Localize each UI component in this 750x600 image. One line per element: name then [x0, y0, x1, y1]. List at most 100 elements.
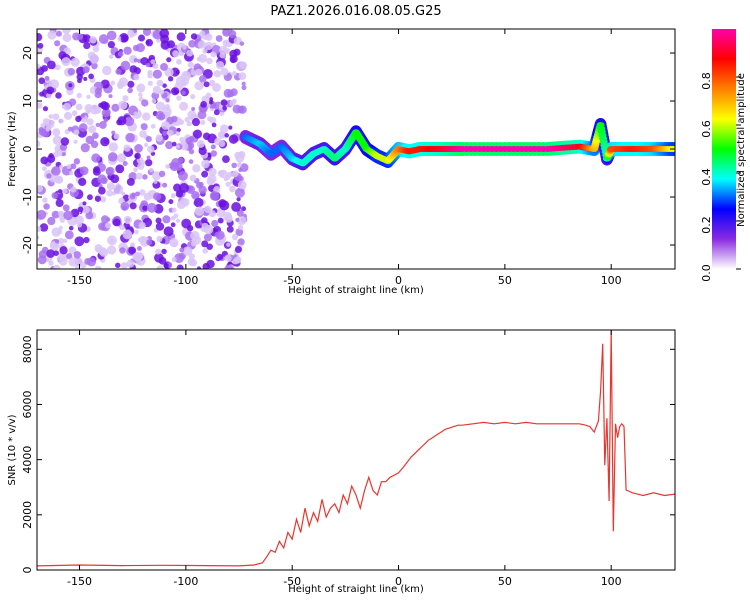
noise-speckle: [218, 140, 226, 147]
noise-speckle: [228, 134, 239, 144]
noise-speckle: [162, 182, 168, 188]
noise-speckle: [152, 69, 162, 79]
noise-speckle: [107, 152, 118, 162]
noise-speckle: [206, 57, 213, 65]
noise-speckle: [171, 207, 177, 213]
noise-speckle: [112, 218, 121, 227]
noise-speckle: [76, 92, 82, 99]
noise-speckle: [145, 62, 151, 68]
noise-speckle: [229, 99, 236, 107]
noise-speckle: [108, 142, 119, 152]
noise-speckle: [69, 170, 74, 176]
noise-speckle: [156, 38, 161, 43]
y-tick-label: -20: [21, 236, 34, 254]
y-tick-label: 10: [21, 94, 34, 108]
noise-speckle: [91, 62, 98, 70]
noise-speckle: [139, 189, 146, 196]
x-tick-label: -150: [67, 575, 92, 588]
noise-speckle: [52, 135, 63, 146]
noise-speckle: [136, 83, 146, 93]
noise-speckle: [132, 251, 143, 262]
noise-speckle: [171, 257, 177, 263]
noise-speckle: [142, 112, 151, 121]
noise-speckle: [208, 167, 217, 177]
noise-speckle: [62, 29, 71, 35]
noise-speckle: [51, 210, 60, 219]
noise-speckle: [133, 167, 138, 173]
noise-speckle: [193, 197, 204, 208]
noise-speckle: [219, 200, 230, 211]
noise-speckle: [61, 152, 66, 157]
noise-speckle: [188, 159, 194, 164]
noise-speckle: [239, 61, 247, 70]
noise-speckle: [37, 102, 43, 109]
noise-speckle: [115, 68, 122, 75]
noise-speckle: [84, 104, 93, 113]
noise-speckle: [199, 30, 206, 37]
x-tick-label: -100: [173, 575, 198, 588]
noise-speckle: [44, 75, 50, 81]
noise-speckle: [168, 199, 174, 205]
noise-speckle: [208, 99, 214, 105]
noise-speckle: [71, 110, 78, 117]
noise-speckle: [89, 36, 97, 44]
noise-speckle: [201, 217, 208, 224]
noise-speckle: [205, 92, 212, 99]
noise-speckle: [231, 71, 237, 76]
colorbar-tick-label: 0.6: [700, 120, 713, 138]
snr-x-ticks: -150 -100 -50 0 50 100: [67, 330, 622, 588]
noise-speckle: [213, 109, 220, 116]
y-tick-label: 8000: [21, 335, 34, 363]
noise-speckle: [158, 113, 166, 121]
snr-y-label: SNR (10 * v/v): [7, 414, 18, 485]
noise-speckle: [156, 79, 164, 87]
noise-speckle: [204, 33, 213, 41]
noise-speckle: [182, 246, 193, 256]
noise-speckle: [202, 48, 208, 54]
colorbar: 0.0 0.2 0.4 0.6 0.8 Normalized spectral ampl…: [700, 29, 747, 282]
noise-speckle: [225, 215, 233, 223]
noise-speckle: [136, 246, 142, 251]
noise-speckle: [172, 50, 180, 58]
noise-speckle: [115, 164, 125, 174]
noise-speckle: [195, 68, 203, 76]
noise-speckle: [212, 82, 221, 92]
noise-speckle: [155, 248, 162, 255]
noise-speckle: [113, 184, 124, 195]
noise-speckle: [111, 103, 120, 112]
spectrogram-y-label: Frequency (Hz): [7, 111, 18, 187]
noise-speckle: [144, 158, 153, 167]
noise-speckle: [160, 62, 168, 71]
noise-speckle: [108, 94, 113, 99]
noise-speckle: [37, 33, 43, 42]
noise-speckle: [215, 61, 225, 70]
noise-speckle: [57, 210, 64, 217]
noise-speckle: [128, 246, 137, 255]
noise-speckle: [149, 167, 154, 173]
noise-speckle: [143, 142, 149, 148]
noise-speckle: [191, 118, 201, 127]
colorbar-label: Normalized spectral amplitude: [736, 73, 747, 227]
x-tick-label: 50: [498, 274, 512, 287]
snr-panel: -150 -100 -50 0 50 100 0 2000 4000 6000 8000 Heig…: [7, 329, 676, 595]
noise-speckle: [77, 78, 82, 84]
noise-speckle: [201, 170, 209, 178]
noise-speckle: [88, 125, 97, 134]
noise-speckle: [37, 90, 40, 96]
noise-speckle: [211, 219, 219, 228]
noise-speckle: [105, 166, 115, 176]
noise-speckle: [159, 29, 170, 39]
noise-speckle: [163, 263, 169, 269]
noise-speckle: [196, 57, 201, 62]
noise-speckle: [197, 40, 207, 49]
noise-speckle: [166, 40, 176, 49]
noise-speckle: [170, 215, 176, 221]
noise-speckle: [138, 34, 146, 42]
noise-speckle: [176, 264, 184, 269]
noise-speckle: [169, 162, 179, 172]
noise-speckle: [147, 72, 153, 79]
noise-speckle: [176, 59, 182, 65]
noise-speckle: [235, 217, 240, 222]
noise-speckle: [213, 70, 222, 78]
noise-speckle: [210, 144, 216, 150]
